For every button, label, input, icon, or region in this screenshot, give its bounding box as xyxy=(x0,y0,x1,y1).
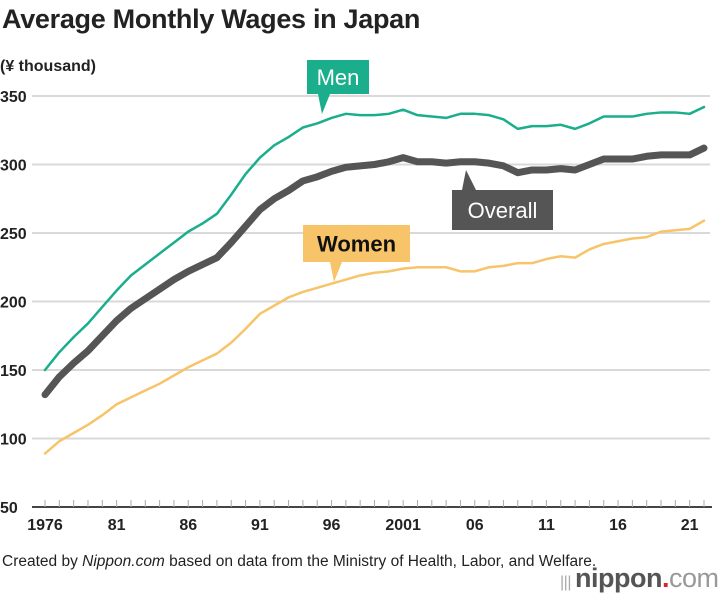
y-tick-label: 300 xyxy=(0,158,27,175)
y-axis-unit-label: (¥ thousand) xyxy=(0,58,96,75)
x-tick-label: 96 xyxy=(323,517,341,534)
y-tick-label: 200 xyxy=(0,295,27,312)
y-tick-label: 100 xyxy=(0,432,27,449)
nippon-logo: ||| nippon.com xyxy=(560,563,719,593)
series-label-women: Women xyxy=(317,232,396,257)
callout-box-overall xyxy=(452,190,553,230)
y-tick-label: 250 xyxy=(0,226,27,243)
callout-pointer xyxy=(462,170,476,190)
series-label-men: Men xyxy=(317,65,360,90)
chart-title: Average Monthly Wages in Japan xyxy=(2,4,421,34)
callout-pointer xyxy=(318,94,330,114)
source-note: Created by Nippon.com based on data from… xyxy=(2,552,596,572)
series-label-overall: Overall xyxy=(468,198,538,223)
callout-box-men xyxy=(307,60,369,94)
x-tick-label: 11 xyxy=(538,517,555,534)
x-tick-label: 2001 xyxy=(385,517,421,534)
series-line-overall xyxy=(41,144,708,399)
x-tick-label: 21 xyxy=(681,517,699,534)
x-tick-label: 06 xyxy=(466,517,484,534)
note-prefix: Created by xyxy=(2,553,83,570)
line-chart: 50 100 150 200 250 300 350 1976 81 86 91 96 2001 06 11… xyxy=(0,60,712,534)
x-tick-label: 1976 xyxy=(27,517,63,534)
x-tick-label: 86 xyxy=(179,517,197,534)
x-tick-label: 81 xyxy=(108,517,126,534)
series-line-women xyxy=(43,219,706,455)
callout-box-women xyxy=(303,225,410,262)
x-tick-label: 91 xyxy=(251,517,269,534)
y-tick-label: 50 xyxy=(0,500,18,517)
note-source: Nippon.com xyxy=(82,553,165,570)
y-tick-label: 150 xyxy=(0,363,27,380)
x-tick-label: 16 xyxy=(609,517,627,534)
y-tick-label: 350 xyxy=(0,89,27,106)
callout-pointer xyxy=(330,262,342,282)
note-suffix: based on data from the Ministry of Healt… xyxy=(164,553,597,570)
series-line-men xyxy=(43,105,706,372)
